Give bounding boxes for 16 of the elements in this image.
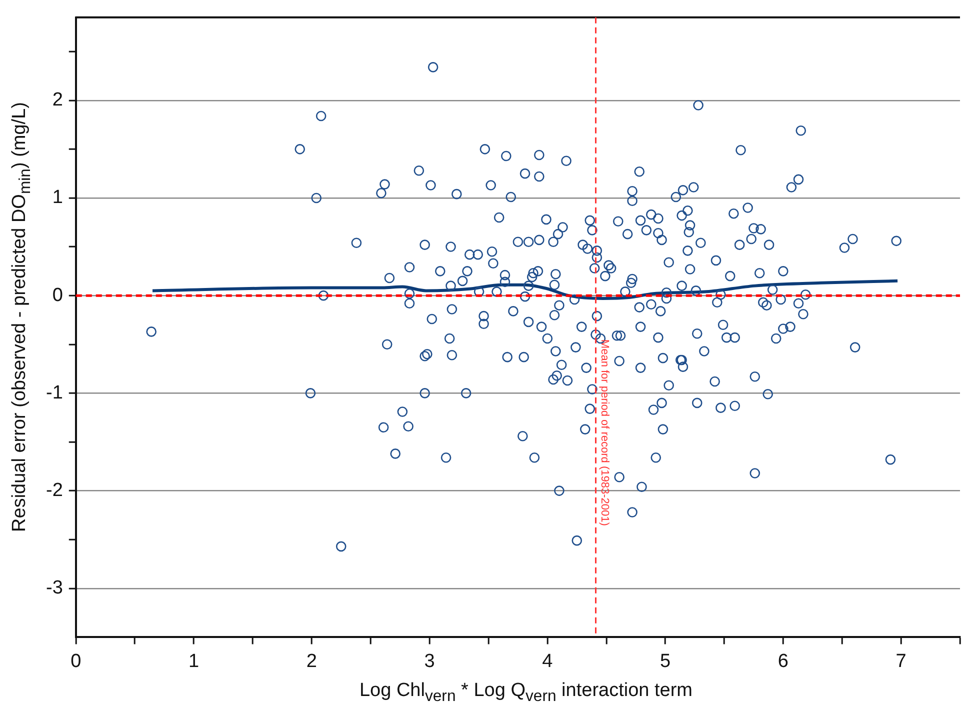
x-tick-label: 1 [188,650,200,672]
ref-line-label: Mean for period of record (1983-2001) [598,339,611,526]
y-tick-label: -1 [46,382,63,404]
y-tick-label: 1 [52,187,63,208]
x-tick-label: 3 [424,650,435,672]
x-tick-label: 2 [306,650,317,672]
x-tick-label: 4 [542,650,554,672]
y-tick-label: -3 [46,578,63,599]
y-tick-label: -2 [46,480,63,502]
y-tick-label: 0 [52,284,63,306]
x-tick-label: 7 [896,650,906,672]
x-tick-label: 0 [70,650,82,672]
y-tick-label: 2 [52,90,63,111]
x-tick-label: 6 [778,650,788,672]
x-tick-label: 5 [660,650,671,672]
x-axis-title: Log Chl$_{vern}$ * Log Q$_{vern}$ interaction term [358,680,694,706]
